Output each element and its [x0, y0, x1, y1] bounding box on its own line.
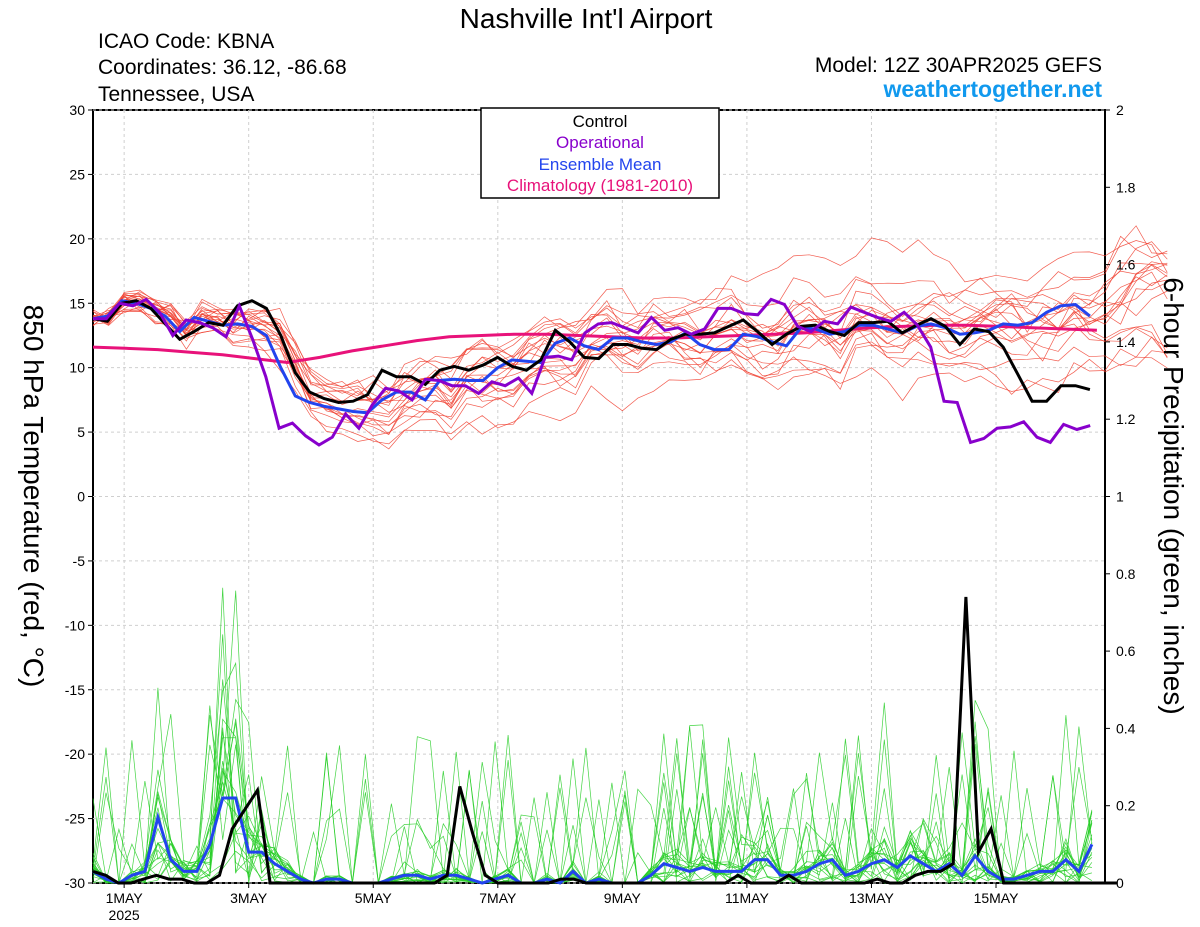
y-tick-label: -30	[65, 875, 85, 891]
icao-code: ICAO Code: KBNA	[98, 30, 274, 53]
y-tick-label: 30	[69, 102, 85, 118]
temperature-member-line	[92, 308, 1168, 435]
y-tick-label: 0	[77, 489, 85, 505]
y2-tick-label: 0.4	[1116, 720, 1136, 736]
temp-operational-line	[93, 297, 1091, 447]
y-tick-label: 5	[77, 424, 85, 440]
chart-title: Nashville Int'l Airport	[460, 3, 713, 34]
coordinates: Coordinates: 36.12, -86.68	[98, 56, 347, 79]
temperature-member-line	[92, 294, 1168, 397]
x-tick-label: 1MAY	[106, 890, 144, 906]
temperature-member-line	[92, 299, 1168, 402]
temperature-member-line	[92, 309, 1168, 450]
y2-tick-label: 0.8	[1116, 566, 1136, 582]
y2-tick-label: 0.6	[1116, 643, 1136, 659]
temp-mean-line	[92, 299, 1091, 415]
y2-tick-label: 0.2	[1116, 798, 1136, 814]
legend-box	[480, 107, 720, 199]
temperature-member-line	[92, 261, 1168, 405]
site-link[interactable]: weathertogether.net	[882, 76, 1102, 102]
left-axis-ticks: 30 25 20 15 10 5 0 -5 -10 -15 -20 -25 -30	[65, 102, 93, 891]
legend: Control Operational Ensemble Mean Climat…	[480, 107, 720, 199]
x-tick-sublabel: 2025	[109, 907, 140, 923]
x-tick-label: 7MAY	[479, 890, 517, 906]
y-tick-label: -10	[65, 617, 85, 633]
legend-operational: Operational	[556, 133, 644, 152]
x-tick-label: 13MAY	[849, 890, 895, 906]
precip-member-line	[92, 700, 1093, 884]
legend-climatology: Climatology (1981-2010)	[507, 176, 693, 195]
y-axis-label: 850 hPa Temperature (red, °C)	[18, 305, 49, 688]
y-tick-label: -20	[65, 746, 85, 762]
y2-tick-label: 0	[1116, 875, 1124, 891]
y2-axis-label: 6-hour Precipitation (green, inches)	[1158, 277, 1189, 714]
x-tick-label: 5MAY	[355, 890, 393, 906]
temperature-member-line	[92, 235, 1168, 405]
precip-member-line	[92, 634, 1093, 884]
precip-control-line	[92, 596, 1118, 885]
precip-mean-line	[92, 796, 1094, 885]
x-tick-label: 9MAY	[604, 890, 642, 906]
y2-tick-label: 1	[1116, 489, 1124, 505]
y-tick-label: -5	[73, 553, 86, 569]
y2-tick-label: 1.4	[1116, 334, 1136, 350]
y-tick-label: 10	[69, 360, 85, 376]
right-axis-ticks: 2 1.8 1.6 1.4 1.2 1 0.8 0.6 0.4 0.2 0	[1105, 102, 1136, 891]
y-tick-label: 20	[69, 231, 85, 247]
x-tick-label: 15MAY	[974, 890, 1020, 906]
y-tick-label: 15	[69, 295, 85, 311]
legend-ensemble-mean: Ensemble Mean	[539, 155, 662, 174]
temperature-member-line	[92, 281, 1168, 423]
y2-tick-label: 2	[1116, 102, 1124, 118]
temp-control-line	[92, 299, 1091, 405]
x-tick-label: 3MAY	[230, 890, 268, 906]
x-tick-label: 11MAY	[725, 890, 769, 906]
model-run: Model: 12Z 30APR2025 GEFS	[815, 54, 1102, 77]
y-tick-label: -25	[65, 811, 85, 827]
y2-tick-label: 1.8	[1116, 179, 1136, 195]
y2-tick-label: 1.2	[1116, 411, 1136, 427]
temperature-member-line	[92, 279, 1168, 437]
y-tick-label: 25	[69, 166, 85, 182]
region: Tennessee, USA	[98, 83, 254, 106]
temperature-member-line	[92, 309, 1168, 418]
y2-tick-label: 1.6	[1116, 257, 1136, 273]
temperature-member-line	[92, 277, 1168, 403]
y-tick-label: -15	[65, 682, 85, 698]
legend-control: Control	[573, 112, 628, 131]
highlight-series	[92, 297, 1118, 885]
